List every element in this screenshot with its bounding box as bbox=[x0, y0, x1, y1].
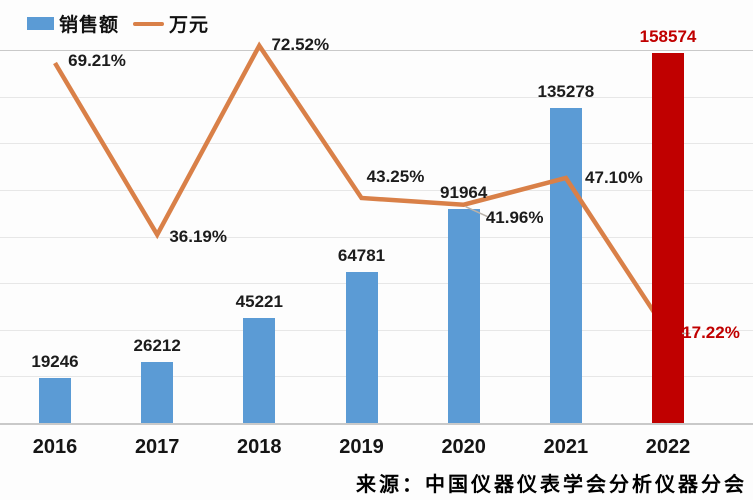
bar-value-label-2019: 64781 bbox=[337, 246, 386, 265]
plot-top-border bbox=[0, 50, 753, 51]
bar-value-label-2016: 19246 bbox=[31, 352, 79, 372]
sales-legend-label: 销售额 bbox=[59, 15, 120, 36]
legend-item-growth: 万元 bbox=[133, 10, 209, 37]
bar-2021 bbox=[549, 107, 582, 423]
legend-item-sales: 销售额 bbox=[27, 10, 119, 37]
bar-value-label-2021: 135278 bbox=[537, 81, 595, 101]
x-axis-line bbox=[0, 423, 753, 425]
legend: 销售额 万元 bbox=[27, 10, 209, 37]
growth-line bbox=[53, 41, 670, 335]
x-axis-label-2022: 2022 bbox=[645, 436, 691, 458]
gridline bbox=[0, 96, 753, 98]
x-axis-label-2017: 2017 bbox=[134, 436, 180, 458]
bar-2017 bbox=[141, 361, 174, 423]
growth-label-2019: 43.25% bbox=[366, 167, 425, 186]
x-axis-label-2019: 2019 bbox=[339, 436, 384, 458]
growth-label-2016: 69.21% bbox=[68, 51, 126, 70]
source-note: 来源：中国仪器仪表学会分析仪器分会 bbox=[356, 472, 747, 496]
leader-2020 bbox=[465, 206, 488, 218]
bar-value-label-2017: 26212 bbox=[133, 335, 181, 355]
sales-bar-swatch bbox=[27, 17, 54, 30]
x-axis-label-2018: 2018 bbox=[237, 436, 282, 458]
growth-label-2018: 72.52% bbox=[271, 34, 330, 54]
growth-label-2017: 36.19% bbox=[169, 226, 228, 246]
growth-label-2021: 47.10% bbox=[585, 168, 643, 187]
x-axis-label-2020: 2020 bbox=[441, 436, 486, 458]
gridline bbox=[0, 143, 753, 145]
bar-value-label-2018: 45221 bbox=[235, 291, 283, 311]
gridline bbox=[0, 189, 753, 191]
bar-value-label-2020: 91964 bbox=[440, 182, 488, 202]
bar-2019 bbox=[345, 272, 378, 423]
growth-label-2022: 17.22% bbox=[682, 323, 740, 343]
x-axis-label-2016: 2016 bbox=[32, 436, 78, 458]
growth-label-2020: 41.96% bbox=[485, 207, 544, 227]
x-axis-label-2021: 2021 bbox=[543, 436, 589, 458]
bar-2022 bbox=[652, 53, 684, 423]
bar-2018 bbox=[243, 317, 276, 423]
bar-value-label-2022: 158574 bbox=[639, 27, 697, 47]
bar-2020 bbox=[447, 208, 480, 423]
bar-2016 bbox=[39, 378, 71, 423]
gridline bbox=[0, 236, 753, 238]
growth-legend-label: 万元 bbox=[169, 15, 210, 36]
growth-line-swatch bbox=[133, 21, 165, 26]
